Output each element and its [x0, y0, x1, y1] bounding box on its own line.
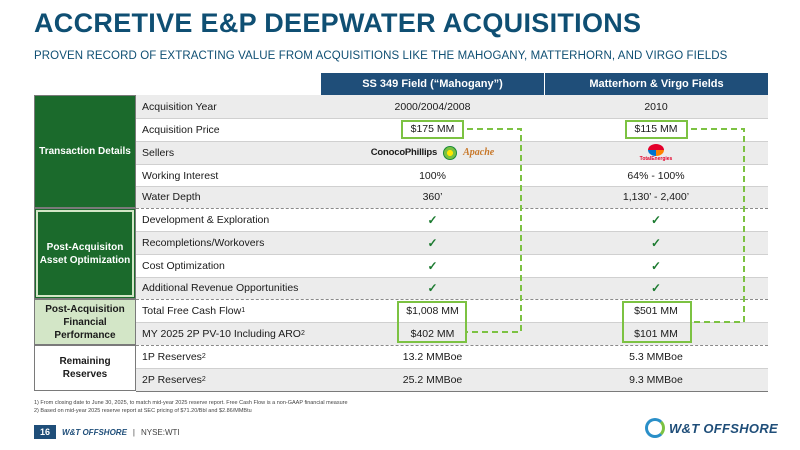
footnote-2: 2) Based on mid-year 2025 reserve report… [34, 408, 252, 415]
row-label: Sellers [142, 146, 175, 159]
row-recompletions: Recompletions/Workovers ✓ ✓ [136, 231, 768, 254]
footer: 16 W&T OFFSHORE | NYSE:WTI [34, 425, 180, 439]
column-header-matterhorn-virgo: Matterhorn & Virgo Fields [545, 73, 768, 95]
row-divider [136, 322, 768, 323]
financial-box-matterhorn [622, 301, 692, 343]
cell-mahogany: $1,008 MM [406, 304, 459, 317]
page-title: ACCRETIVE E&P DEEPWATER ACQUISITIONS [34, 8, 642, 38]
wt-logo-icon [644, 418, 665, 438]
price-matterhorn-box: $115 MM [624, 119, 688, 140]
section-divider [136, 208, 768, 209]
cell-mahogany: 13.2 MMBoe [402, 350, 463, 363]
row-label: Total Free Cash Flow 1 [142, 304, 246, 317]
page-number: 16 [34, 425, 57, 439]
row-label: Recompletions/Workovers [142, 236, 265, 249]
company-logo: W&T OFFSHORE [644, 418, 778, 438]
row-label: Water Depth [142, 191, 201, 203]
row-label: Acquisition Price [142, 123, 220, 136]
footnotes: 1) From closing date to June 30, 2025, t… [34, 399, 348, 416]
row-divider [136, 368, 768, 369]
row-divider [136, 277, 768, 278]
group-asset-optimization: Post-Acquisiton Asset Optimization [34, 208, 136, 299]
row-development-exploration: Development & Exploration ✓ ✓ [136, 208, 768, 231]
cell-matterhorn: 2010 [644, 100, 668, 113]
footnote-1: 1) From closing date to June 30, 2025, t… [34, 400, 348, 406]
check-icon: ✓ [427, 212, 438, 227]
row-divider [136, 118, 768, 119]
cell-mahogany: 2000/2004/2008 [394, 100, 471, 113]
cell-matterhorn: $501 MM [634, 304, 678, 317]
company-logo-text: W&T OFFSHORE [668, 420, 778, 436]
row-water-depth: Water Depth 360’ 1,130’ - 2,400’ [136, 186, 768, 208]
section-divider [136, 299, 768, 300]
row-label: Additional Revenue Opportunities [142, 282, 299, 294]
row-divider [136, 141, 768, 142]
check-icon: ✓ [650, 281, 662, 295]
row-divider [136, 231, 768, 232]
cell-matterhorn: $101 MM [634, 327, 678, 340]
group-transaction-details: Transaction Details [34, 95, 136, 208]
check-icon: ✓ [650, 258, 662, 273]
cell-mahogany: $402 MM [410, 327, 455, 340]
row-pv10: MY 2025 2P PV-10 Including ARO 2 $402 MM … [136, 322, 768, 345]
row-free-cash-flow: Total Free Cash Flow 1 $1,008 MM $501 MM [136, 299, 768, 322]
cell-matterhorn: 5.3 MMBoe [629, 350, 683, 363]
group-financial-performance: Post-Acquisition Financial Performance [34, 299, 136, 345]
check-icon: ✓ [650, 235, 662, 250]
footer-ticker: NYSE:WTI [140, 427, 180, 437]
table-bottom-border [136, 391, 768, 392]
row-label: Development & Exploration [142, 213, 270, 226]
row-label: 2P Reserves 2 [142, 373, 206, 386]
cell-mahogany: 25.2 MMBoe [402, 373, 463, 386]
row-divider [136, 186, 768, 187]
row-working-interest: Working Interest 100% 64% - 100% [136, 164, 768, 187]
financial-box-mahogany [397, 301, 467, 343]
apache-logo: Apache [463, 147, 495, 158]
row-label: Acquisition Year [142, 100, 217, 113]
totalenergies-logo: TotalEnergies [640, 143, 672, 162]
price-mahogany-box: $175 MM [400, 119, 465, 140]
check-icon: ✓ [427, 258, 438, 273]
row-1p-reserves: 1P Reserves 2 13.2 MMBoe 5.3 MMBoe [136, 345, 768, 368]
column-header-mahogany: SS 349 Field (“Mahogany”) [321, 73, 544, 95]
row-label: Working Interest [142, 169, 219, 182]
group-remaining-reserves: Remaining Reserves [34, 345, 136, 391]
row-cost-optimization: Cost Optimization ✓ ✓ [136, 254, 768, 277]
check-icon: ✓ [427, 281, 438, 295]
cell-matterhorn: 9.3 MMBoe [629, 373, 683, 386]
row-additional-revenue: Additional Revenue Opportunities ✓ ✓ [136, 277, 768, 299]
seller-logos-mahogany: ConocoPhillips Apache [321, 141, 544, 164]
row-acquisition-price: Acquisition Price $175 MM $115 MM [136, 118, 768, 141]
cell-matterhorn: 64% - 100% [627, 169, 685, 182]
row-divider [136, 254, 768, 255]
cell-mahogany: 360’ [422, 191, 443, 203]
conocophillips-logo: ConocoPhillips [370, 147, 438, 158]
check-icon: ✓ [427, 235, 438, 250]
footer-separator: | [132, 427, 135, 437]
cell-matterhorn: 1,130’ - 2,400’ [622, 191, 690, 203]
section-divider [136, 345, 768, 346]
row-2p-reserves: 2P Reserves 2 25.2 MMBoe 9.3 MMBoe [136, 368, 768, 391]
row-acquisition-year: Acquisition Year 2000/2004/2008 2010 [136, 95, 768, 118]
bp-logo [443, 145, 458, 160]
row-sellers: Sellers ConocoPhillips Apache TotalEnerg… [136, 141, 768, 164]
row-label: 1P Reserves 2 [142, 350, 206, 363]
page-subtitle: PROVEN RECORD OF EXTRACTING VALUE FROM A… [34, 50, 728, 62]
row-label: Cost Optimization [142, 259, 225, 272]
seller-logos-matterhorn: TotalEnergies [544, 141, 768, 164]
row-divider [136, 164, 768, 165]
check-icon: ✓ [650, 212, 662, 227]
row-label: MY 2025 2P PV-10 Including ARO 2 [142, 327, 305, 340]
footer-company: W&T OFFSHORE [62, 427, 127, 437]
cell-mahogany: 100% [419, 169, 446, 182]
